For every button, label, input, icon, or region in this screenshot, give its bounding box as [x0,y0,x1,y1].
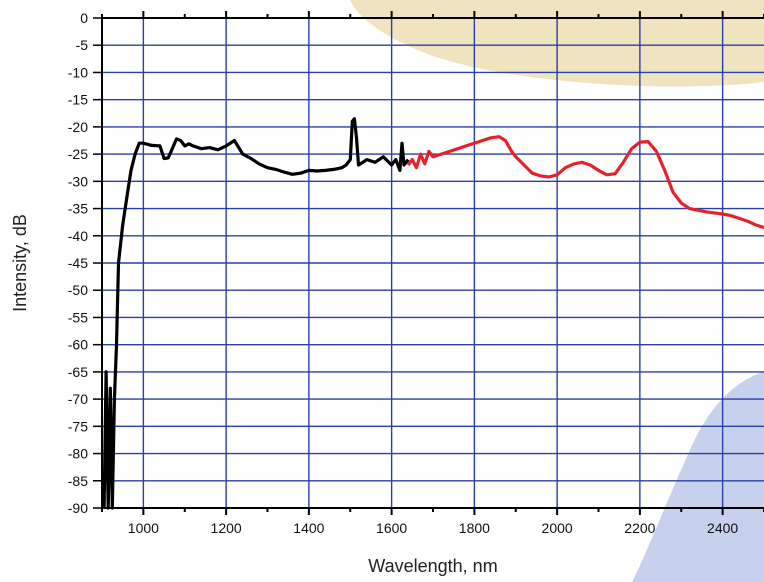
y-tick-label: 0 [80,10,88,26]
x-axis-title: Wavelength, nm [368,556,497,576]
y-tick-label: -90 [68,500,88,516]
series-group [102,117,764,510]
x-tick-label: 1600 [376,520,407,536]
series-line-1 [102,117,410,510]
x-tick-label: 1000 [128,520,159,536]
grid [102,18,764,508]
y-tick-label: -10 [68,64,88,80]
x-tick-label: 2000 [542,520,573,536]
y-axis-title: Intensity, dB [10,214,30,312]
y-tick-label: -5 [76,37,89,53]
y-tick-label: -70 [68,391,88,407]
y-tick-label: -25 [68,146,88,162]
axes [93,11,764,515]
x-tick-label: 2200 [624,520,655,536]
y-tick-label: -20 [68,119,88,135]
y-tick-label: -50 [68,282,88,298]
y-tick-label: -30 [68,173,88,189]
y-tick-label: -15 [68,92,88,108]
y-tick-label: -55 [68,309,88,325]
y-tick-label: -65 [68,364,88,380]
series-line-2 [406,135,764,230]
y-tick-label: -40 [68,228,88,244]
y-tick-label: -60 [68,337,88,353]
x-tick-label: 1200 [211,520,242,536]
y-tick-label: -35 [68,201,88,217]
x-tick-label: 1800 [459,520,490,536]
y-tick-label: -85 [68,473,88,489]
y-tick-label: -75 [68,418,88,434]
x-tick-label: 1400 [293,520,324,536]
y-tick-labels: 0 -5 -10 -15 -20 -25 -30 -35 -40 -45 -50 -55 -60 -65 -… [68,10,88,516]
y-tick-label: -45 [68,255,88,271]
x-tick-labels: 1000 1200 1400 1600 1800 2000 2200 2400 [128,520,739,536]
y-tick-label: -80 [68,446,88,462]
x-tick-label: 2400 [707,520,738,536]
decorative-shape-bottom [632,372,764,582]
